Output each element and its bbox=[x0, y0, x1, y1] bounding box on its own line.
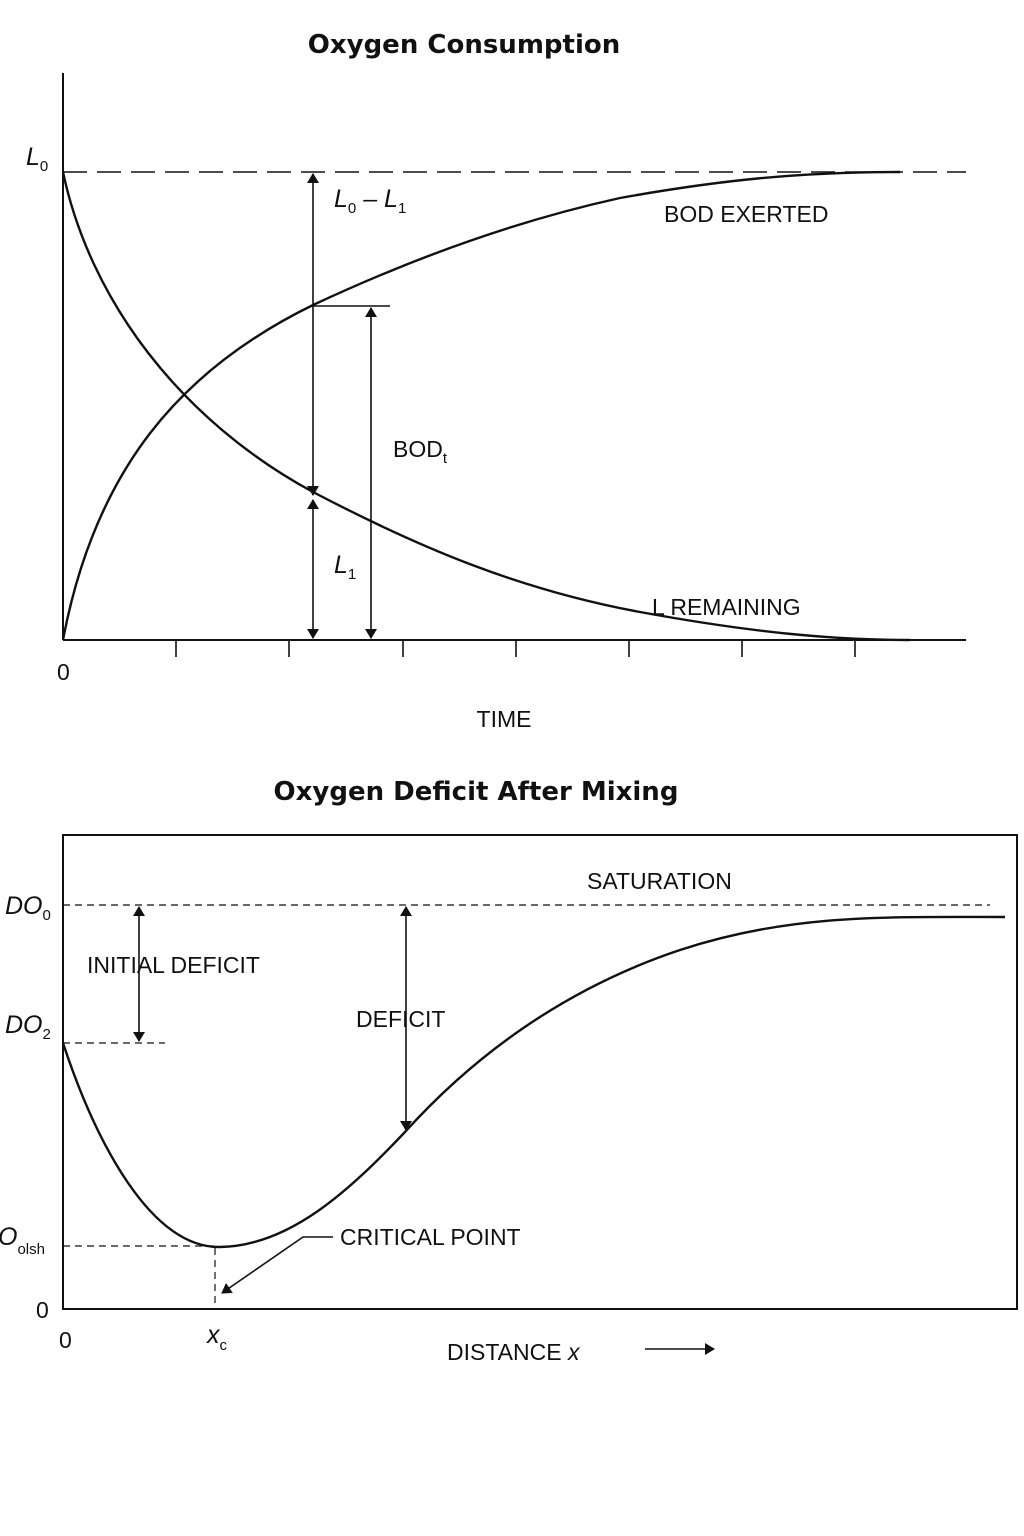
top-x-ticks bbox=[175, 640, 856, 657]
deficit-plot-frame bbox=[62, 834, 1018, 1310]
oxygen-deficit-chart: Oxygen Deficit After Mixing DO0 DO2 Ools… bbox=[0, 777, 1018, 1365]
oxygen-sag-curve bbox=[61, 915, 1006, 1249]
do2-label: DO2 bbox=[5, 1011, 51, 1043]
l-remaining-curve bbox=[61, 171, 911, 642]
time-axis-label: TIME bbox=[477, 706, 532, 732]
l0-axis-label: L0 bbox=[26, 143, 48, 175]
saturation-label: SATURATION bbox=[587, 868, 732, 894]
oxygen-consumption-chart: Oxygen Consumption L0 0 TIME BOD EXERTED bbox=[26, 30, 966, 732]
distance-axis-label: DISTANCE x bbox=[447, 1339, 581, 1365]
bottom-chart-title: Oxygen Deficit After Mixing bbox=[274, 777, 679, 807]
top-origin-label: 0 bbox=[57, 659, 70, 685]
l0-minus-l1-label: L0 – L1 bbox=[334, 185, 406, 217]
critical-point-label: CRITICAL POINT bbox=[340, 1224, 521, 1250]
initial-deficit-label: INITIAL DEFICIT bbox=[87, 952, 260, 978]
bod-exerted-label: BOD EXERTED bbox=[664, 201, 828, 227]
l-remaining-label: L REMAINING bbox=[652, 594, 801, 620]
xc-label: xc bbox=[206, 1321, 228, 1354]
critical-point-leader bbox=[221, 1236, 333, 1294]
top-chart-title: Oxygen Consumption bbox=[308, 30, 620, 60]
bod-exerted-curve bbox=[61, 170, 901, 641]
min-do-label: Oolsh bbox=[0, 1223, 45, 1258]
bodt-label: BODt bbox=[393, 436, 448, 467]
bottom-x-zero-label: 0 bbox=[59, 1327, 72, 1353]
deficit-label: DEFICIT bbox=[356, 1006, 445, 1032]
bottom-y-zero-label: 0 bbox=[36, 1297, 49, 1323]
l1-label: L1 bbox=[334, 551, 356, 583]
do0-label: DO0 bbox=[5, 892, 51, 924]
